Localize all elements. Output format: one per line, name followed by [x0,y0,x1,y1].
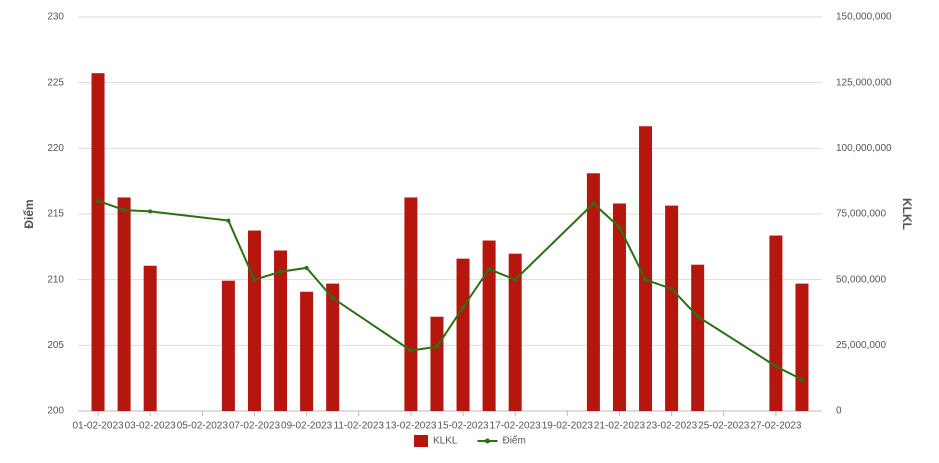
bar [326,283,340,411]
y2-tick-label: 25,000,000 [836,340,886,351]
bar [508,253,522,411]
y-tick-label: 215 [47,209,64,220]
line-point [643,277,648,282]
y-axis-title: Điểm [22,199,36,228]
y-tick-label: 200 [47,406,64,417]
y2-tick-label: 0 [836,406,842,417]
bar [612,203,626,411]
y2-tick-label: 100,000,000 [836,143,892,154]
line-point [304,265,309,270]
line-point [408,348,413,353]
y-tick-label: 210 [47,274,64,285]
bar [91,73,105,411]
x-tick-label: 17-02-2023 [490,421,542,432]
line-point [96,198,101,203]
y2-tick-label: 150,000,000 [836,12,892,23]
y2-tick-label: 125,000,000 [836,77,892,88]
line-point [226,218,231,223]
bar [639,126,653,411]
x-tick-label: 07-02-2023 [229,421,281,432]
bar [117,197,131,411]
x-tick-label: 23-02-2023 [646,421,698,432]
bar [430,316,444,411]
x-tick-label: 01-02-2023 [72,421,124,432]
bar [404,197,418,411]
bar [691,264,705,411]
y2-tick-label: 75,000,000 [836,209,886,220]
legend-swatch [414,435,428,447]
y-tick-label: 220 [47,143,64,154]
line-point [330,296,335,301]
line-point [513,277,518,282]
legend-label: KLKL [433,436,458,447]
line-point [252,277,257,282]
x-tick-label: 11-02-2023 [334,421,385,432]
bar [456,258,470,411]
line [97,199,803,381]
line-point [773,364,778,369]
bar [795,283,809,411]
x-tick-label: 15-02-2023 [437,421,489,432]
line-point [799,377,804,382]
line-point [669,286,674,291]
line-point [148,209,153,214]
x-tick-label: 09-02-2023 [281,421,333,432]
y-tick-label: 225 [47,77,64,88]
bar [221,280,235,411]
x-tick-label: 05-02-2023 [177,421,229,432]
y-tick-label: 205 [47,340,64,351]
line-point [487,267,492,272]
line-point [434,344,439,349]
bar [143,265,157,411]
x-tick-label: 27-02-2023 [750,421,802,432]
bar [769,235,783,411]
bar [247,230,261,411]
bar [665,205,679,411]
line-point [695,314,700,319]
y-tick-label: 230 [47,12,64,23]
line-point [591,201,596,206]
x-tick-label: 25-02-2023 [698,421,750,432]
bar [274,250,288,411]
legend-swatch [484,438,490,444]
line-point [122,208,127,213]
x-tick-label: 13-02-2023 [385,421,437,432]
x-tick-label: 03-02-2023 [125,421,177,432]
y2-axis-title: KLKL [900,198,914,230]
line-point [461,305,466,310]
line-point [278,269,283,274]
bar [586,173,600,411]
y2-tick-label: 50,000,000 [836,274,886,285]
line-point [617,225,622,230]
bar [482,240,496,411]
bar [300,291,314,411]
x-tick-label: 19-02-2023 [542,421,594,432]
x-tick-label: 21-02-2023 [594,421,646,432]
legend-label: Điểm [502,435,525,447]
